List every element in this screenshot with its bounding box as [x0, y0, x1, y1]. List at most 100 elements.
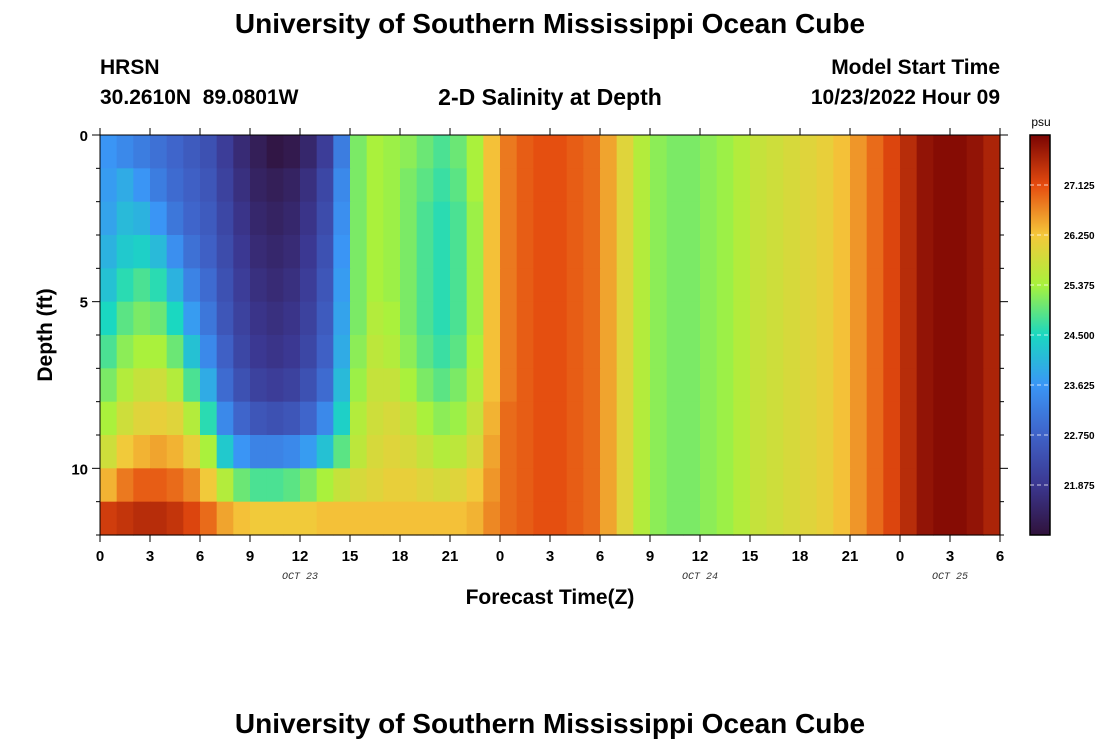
heatmap-cell — [900, 401, 918, 436]
heatmap-cell — [633, 168, 651, 203]
heatmap-cell — [183, 135, 201, 169]
heatmap-cell — [400, 368, 418, 403]
heatmap-cell — [150, 335, 168, 369]
heatmap-cell — [916, 168, 934, 203]
heatmap-cell — [100, 301, 118, 336]
x-tick-label: 0 — [896, 548, 904, 565]
heatmap-cell — [600, 235, 618, 269]
heatmap-cell — [866, 301, 884, 336]
heatmap-cell — [516, 335, 534, 369]
heatmap-cell — [750, 235, 768, 269]
heatmap-cell — [933, 168, 951, 203]
heatmap-cell — [500, 201, 518, 236]
heatmap-cell — [766, 501, 784, 536]
heatmap-cell — [400, 268, 418, 303]
heatmap-cell — [950, 401, 968, 436]
heatmap-cell — [416, 201, 434, 236]
heatmap-cell — [900, 235, 918, 269]
heatmap-cell — [300, 268, 318, 303]
heatmap-cell — [683, 268, 701, 303]
heatmap-cell — [633, 401, 651, 436]
heatmap-cell — [266, 201, 284, 236]
heatmap-cell — [833, 501, 851, 536]
heatmap-cell — [683, 335, 701, 369]
heatmap-cell — [733, 435, 751, 469]
heatmap-cell — [183, 335, 201, 369]
heatmap-cell — [466, 235, 484, 269]
heatmap-cell — [550, 168, 568, 203]
heatmap-cell — [333, 335, 351, 369]
heatmap-cell — [300, 201, 318, 236]
heatmap-cell — [866, 168, 884, 203]
heatmap-cell — [583, 501, 601, 536]
heatmap-cell — [133, 501, 151, 536]
x-tick-label: 18 — [392, 548, 409, 565]
heatmap-cell — [150, 301, 168, 336]
heatmap-cell — [266, 301, 284, 336]
heatmap-cell — [850, 235, 868, 269]
heatmap-cell — [716, 435, 734, 469]
heatmap-cell — [783, 368, 801, 403]
heatmap-cell — [566, 135, 584, 169]
heatmap-cell — [133, 401, 151, 436]
heatmap-cell — [516, 501, 534, 536]
x-tick-label: 0 — [496, 548, 504, 565]
x-tick-label: 9 — [246, 548, 254, 565]
heatmap-cell — [800, 368, 818, 403]
heatmap-cell — [283, 468, 301, 503]
heatmap-cell — [633, 268, 651, 303]
heatmap-cell — [683, 135, 701, 169]
heatmap-cell — [600, 501, 618, 536]
heatmap-cell — [883, 201, 901, 236]
heatmap-cell — [966, 168, 984, 203]
heatmap-cell — [733, 268, 751, 303]
heatmap-cell — [633, 501, 651, 536]
heatmap-cell — [550, 501, 568, 536]
heatmap-cell — [716, 235, 734, 269]
heatmap-cell — [916, 201, 934, 236]
heatmap-cell — [866, 468, 884, 503]
heatmap-cell — [350, 201, 368, 236]
x-tick-label: 6 — [996, 548, 1004, 565]
heatmap-cell — [433, 201, 451, 236]
heatmap-cell — [850, 501, 868, 536]
heatmap-cell — [716, 468, 734, 503]
heatmap-cell — [183, 368, 201, 403]
heatmap-cell — [483, 168, 501, 203]
heatmap-cell — [133, 268, 151, 303]
heatmap-cell — [666, 168, 684, 203]
page-title-bottom: University of Southern Mississippi Ocean… — [234, 708, 866, 739]
heatmap-cell — [233, 401, 251, 436]
heatmap-cell — [566, 201, 584, 236]
heatmap-cell — [783, 501, 801, 536]
heatmap-cell — [300, 135, 318, 169]
heatmap-cell — [916, 368, 934, 403]
heatmap-cell — [450, 468, 468, 503]
heatmap-cell — [216, 401, 234, 436]
heatmap-cell — [516, 301, 534, 336]
heatmap-cell — [966, 301, 984, 336]
heatmap-cell — [900, 368, 918, 403]
heatmap-cell — [966, 368, 984, 403]
heatmap-cell — [433, 301, 451, 336]
heatmap-cell — [450, 501, 468, 536]
heatmap-cell — [833, 335, 851, 369]
heatmap-cell — [433, 368, 451, 403]
heatmap-cell — [200, 168, 218, 203]
heatmap-cell — [866, 335, 884, 369]
heatmap-cell — [250, 501, 268, 536]
heatmap-cell — [166, 335, 184, 369]
heatmap-cell — [816, 368, 834, 403]
heatmap-cell — [366, 268, 384, 303]
heatmap-cell — [433, 135, 451, 169]
heatmap-cell — [550, 401, 568, 436]
heatmap-cell — [916, 135, 934, 169]
heatmap-cell — [616, 401, 634, 436]
heatmap-cell — [916, 235, 934, 269]
heatmap-cell — [900, 301, 918, 336]
heatmap-cell — [950, 468, 968, 503]
heatmap-cell — [900, 335, 918, 369]
heatmap-cell — [766, 468, 784, 503]
heatmap-cell — [166, 468, 184, 503]
heatmap-cell — [883, 335, 901, 369]
